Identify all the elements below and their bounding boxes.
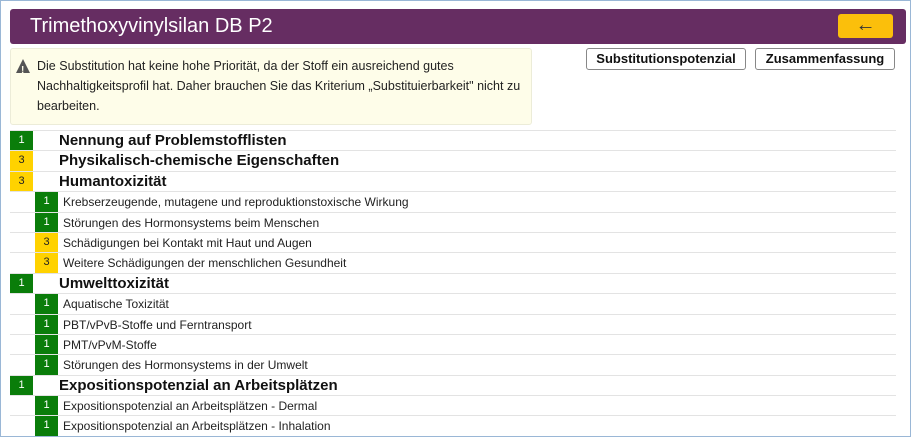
- criterion-label: Physikalisch-chemische Eigenschaften: [59, 152, 340, 170]
- criterion-row[interactable]: 1 Nennung auf Problemstofflisten: [10, 130, 896, 151]
- score-badge: 1: [35, 294, 58, 314]
- summary-button[interactable]: Zusammenfassung: [755, 48, 895, 70]
- criterion-label: Aquatische Toxizität: [63, 297, 169, 312]
- criterion-label: Nennung auf Problemstofflisten: [59, 132, 287, 149]
- notice-text: Die Substitution hat keine hohe Prioritä…: [37, 59, 521, 113]
- warning-icon: !: [16, 59, 30, 76]
- criterion-label: Störungen des Hormonsystems beim Mensche…: [63, 215, 320, 230]
- header-bar: Trimethoxyvinylsilan DB P2 ←: [10, 9, 906, 44]
- score-badge: 1: [10, 131, 33, 151]
- criterion-row[interactable]: 1 Umwelttoxizität: [10, 272, 896, 294]
- criterion-label: PBT/vPvB-Stoffe und Ferntransport: [63, 317, 252, 332]
- criterion-label: Schädigungen bei Kontakt mit Haut und Au…: [63, 235, 312, 250]
- subcriterion-row[interactable]: 1 Störungen des Hormonsystems beim Mensch…: [10, 211, 896, 232]
- criterion-label: Expositionspotenzial an Arbeitsplätzen -…: [63, 419, 331, 434]
- score-badge: 3: [35, 253, 58, 273]
- subcriterion-row[interactable]: 1 Expositionspotenzial an Arbeitsplätzen …: [10, 415, 896, 436]
- score-badge: 1: [10, 375, 33, 396]
- score-badge: 3: [10, 171, 33, 192]
- criterion-label: PMT/vPvM-Stoffe: [63, 337, 157, 352]
- score-badge: 1: [35, 314, 58, 334]
- score-badge: 3: [35, 232, 58, 253]
- score-badge: 1: [35, 355, 58, 375]
- score-badge: 1: [35, 212, 58, 232]
- score-badge: 1: [10, 273, 33, 294]
- subcriterion-row[interactable]: 1 Expositionspotenzial an Arbeitsplätzen …: [10, 395, 896, 416]
- criterion-label: Humantoxizität: [59, 172, 167, 190]
- subcriterion-row[interactable]: 3 Weitere Schädigungen der menschlichen G…: [10, 252, 896, 273]
- score-badge: 1: [35, 192, 58, 212]
- substitution-potential-button[interactable]: Substitutionspotenzial: [586, 48, 746, 70]
- subcriterion-row[interactable]: 1 Krebserzeugende, mutagene und reprodukt…: [10, 191, 896, 212]
- notice-box: ! Die Substitution hat keine hohe Priori…: [10, 48, 532, 125]
- subcriterion-row[interactable]: 1 PMT/vPvM-Stoffe: [10, 333, 896, 355]
- score-badge: 1: [35, 334, 58, 355]
- subcriterion-row[interactable]: 1 Aquatische Toxizität: [10, 293, 896, 314]
- back-button[interactable]: ←: [838, 14, 893, 38]
- arrow-left-icon: ←: [855, 14, 876, 36]
- score-badge: 1: [35, 396, 58, 416]
- subcriterion-row[interactable]: 1 PBT/vPvB-Stoffe und Ferntransport: [10, 313, 896, 334]
- criterion-label: Krebserzeugende, mutagene und reprodukti…: [63, 195, 409, 210]
- score-badge: 1: [35, 416, 58, 436]
- criterion-row[interactable]: 3 Humantoxizität: [10, 170, 896, 192]
- criterion-row[interactable]: 1 Expositionspotenzial an Arbeitsplätzen: [10, 374, 896, 396]
- criterion-row[interactable]: 3 Physikalisch-chemische Eigenschaften: [10, 150, 896, 171]
- subcriterion-row[interactable]: 1 Störungen des Hormonsystems in der Umwe…: [10, 354, 896, 375]
- criterion-label: Weitere Schädigungen der menschlichen Ge…: [63, 256, 347, 271]
- criteria-list: 1 Nennung auf Problemstofflisten 3 Physikal…: [10, 130, 896, 436]
- score-badge: 3: [10, 151, 33, 171]
- criterion-label: Umwelttoxizität: [59, 274, 170, 292]
- criterion-label: Expositionspotenzial an Arbeitsplätzen: [59, 376, 338, 394]
- criterion-label: Störungen des Hormonsystems in der Umwel…: [63, 358, 308, 373]
- page-title: Trimethoxyvinylsilan DB P2: [30, 15, 273, 37]
- subcriterion-row[interactable]: 3 Schädigungen bei Kontakt mit Haut und A…: [10, 231, 896, 253]
- criterion-label: Expositionspotenzial an Arbeitsplätzen -…: [63, 399, 318, 414]
